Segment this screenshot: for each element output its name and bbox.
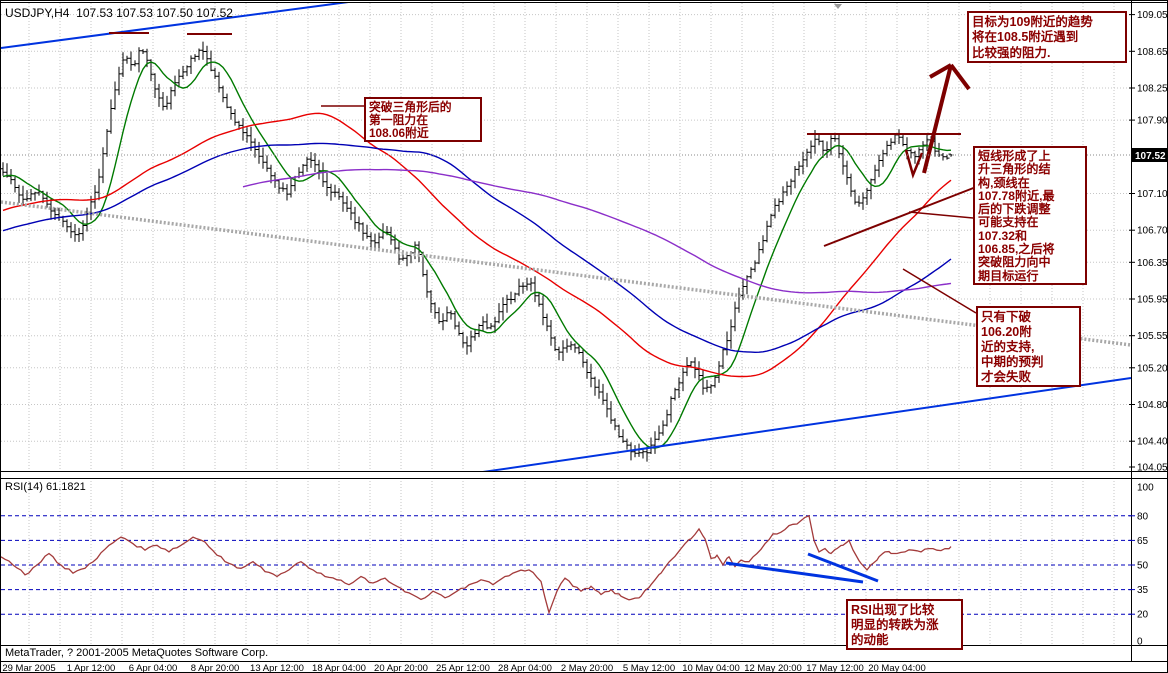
- annotation-line: 比较强的阻力.: [972, 45, 1051, 60]
- svg-text:29 Mar 2005: 29 Mar 2005: [2, 663, 55, 673]
- price-bars: [1, 41, 954, 462]
- annotation-line: 目标为109附近的趋势: [972, 15, 1093, 29]
- svg-text:20 Apr 20:00: 20 Apr 20:00: [374, 663, 428, 673]
- svg-text:12 May 20:00: 12 May 20:00: [744, 663, 802, 673]
- upper-channel-trendline[interactable]: [1, 1, 356, 49]
- ma-mid-red: [2, 112, 952, 378]
- object-anchor-marker-icon: [834, 4, 842, 9]
- check-mark[interactable]: [904, 149, 924, 179]
- annotation-support-10620[interactable]: 只有下破 106.20附 近的支持, 中期的预判 才会失败: [976, 306, 1081, 387]
- svg-text:6 Apr 04:00: 6 Apr 04:00: [129, 663, 178, 673]
- rsi-divergence-line-1[interactable]: [725, 561, 864, 584]
- svg-text:5 May 12:00: 5 May 12:00: [623, 663, 675, 673]
- svg-text:80: 80: [1137, 511, 1149, 522]
- annotation-line: 106.85,之后将: [978, 242, 1055, 257]
- svg-text:108.25: 108.25: [1137, 84, 1168, 95]
- annotation-target-109[interactable]: 目标为109附近的趋势 将在108.5附近遇到 比较强的阻力.: [967, 11, 1127, 63]
- annotation-line: 构,颈线在: [978, 175, 1030, 190]
- rsi-axis-labels: 100 80 65 50 35 20 0: [1129, 483, 1154, 648]
- annotation-line: 明显的转跌为涨: [851, 618, 939, 632]
- svg-text:65: 65: [1137, 536, 1149, 547]
- svg-text:104.05: 104.05: [1137, 463, 1168, 474]
- annotation-line: 近的支持,: [981, 340, 1035, 354]
- annotation-ascending-triangle[interactable]: 短线形成了上 升三角形的结 构,颈线在 107.78附近,最 后的下跌调整 可能支持在 10…: [973, 146, 1087, 285]
- svg-text:0: 0: [1137, 637, 1143, 648]
- time-axis-labels: 29 Mar 2005 1 Apr 12:00 6 Apr 04:00 8 Apr 2…: [2, 663, 926, 673]
- svg-text:109.05: 109.05: [1137, 10, 1168, 21]
- svg-text:104.40: 104.40: [1137, 437, 1168, 448]
- svg-text:107.52: 107.52: [1135, 151, 1166, 162]
- svg-text:28 Apr 04:00: 28 Apr 04:00: [498, 663, 552, 673]
- svg-text:35: 35: [1137, 585, 1149, 596]
- annotation-breakout-resistance[interactable]: 突破三角形后的 第一阻力在 108.06附近: [364, 97, 482, 142]
- svg-text:105.20: 105.20: [1137, 363, 1168, 374]
- svg-text:105.55: 105.55: [1137, 331, 1168, 342]
- rsi-indicator-label: RSI(14) 61.1821: [5, 481, 86, 493]
- annotation-line: RSI出现了比较: [851, 603, 935, 617]
- svg-text:25 Apr 12:00: 25 Apr 12:00: [436, 663, 490, 673]
- annotation-line: 第一阻力在: [369, 113, 428, 127]
- svg-text:20: 20: [1137, 610, 1149, 621]
- grid-lines: [1, 3, 1131, 645]
- svg-text:107.90: 107.90: [1137, 116, 1168, 127]
- rsi-line: [1, 514, 952, 615]
- annotation-line: 升三角形的结: [978, 162, 1051, 177]
- annotation-line: 107.78附近,最: [978, 188, 1055, 203]
- svg-text:106.35: 106.35: [1137, 258, 1168, 269]
- time-axis[interactable]: [1, 661, 1167, 672]
- svg-text:13 Apr 12:00: 13 Apr 12:00: [250, 663, 304, 673]
- svg-text:17 May 12:00: 17 May 12:00: [806, 663, 864, 673]
- svg-text:8 Apr 20:00: 8 Apr 20:00: [191, 663, 240, 673]
- svg-text:20 May 04:00: 20 May 04:00: [868, 663, 926, 673]
- annotation-line: 只有下破: [981, 310, 1032, 324]
- price-axis-labels: 109.05 108.65 108.25 107.90 107.10 106.70 106.…: [1129, 10, 1168, 474]
- annotation-line: 后的下跌调整: [978, 202, 1051, 217]
- annotation-support-10620-leader: [902, 268, 977, 314]
- annotation-line: 突破三角形后的: [369, 100, 452, 114]
- svg-text:108.65: 108.65: [1137, 47, 1168, 58]
- annotation-line: 108.06附近: [369, 126, 429, 140]
- annotation-ascending-triangle-leader: [908, 211, 974, 219]
- annotation-line: 才会失败: [981, 370, 1032, 384]
- annotation-line: 107.32和: [978, 228, 1028, 243]
- svg-text:107.10: 107.10: [1137, 189, 1168, 200]
- annotation-line: 突破阻力向中: [978, 255, 1051, 270]
- annotation-line: 短线形成了上: [978, 149, 1051, 163]
- annotation-line: 期目标运行: [978, 268, 1039, 283]
- rsi-divergence-line-2[interactable]: [807, 552, 879, 583]
- annotation-line: 106.20附: [981, 325, 1032, 339]
- svg-text:2 May 20:00: 2 May 20:00: [561, 663, 613, 673]
- annotation-line: 可能支持在: [978, 215, 1039, 230]
- price-axis[interactable]: [1131, 1, 1167, 661]
- svg-text:10 May 04:00: 10 May 04:00: [682, 663, 740, 673]
- svg-text:104.80: 104.80: [1137, 400, 1168, 411]
- triangle-support-segment[interactable]: [823, 186, 977, 247]
- main-chart-pane[interactable]: [1, 1, 1131, 471]
- svg-text:106.70: 106.70: [1137, 226, 1168, 237]
- copyright-text: MetaTrader, ? 2001-2005 MetaQuotes Softw…: [5, 647, 269, 659]
- svg-text:18 Apr 04:00: 18 Apr 04:00: [312, 663, 366, 673]
- symbol-ohlc-title: USDJPY,H4 107.53 107.53 107.50 107.52: [5, 6, 233, 20]
- ma-long-purple: [242, 168, 952, 294]
- current-price-tag: [1132, 148, 1167, 162]
- annotation-line: 中期的预判: [981, 355, 1044, 369]
- annotation-line: 的动能: [851, 633, 889, 647]
- svg-text:1 Apr 12:00: 1 Apr 12:00: [67, 663, 116, 673]
- annotation-line: 将在108.5附近遇到: [972, 30, 1079, 45]
- ma-fast-green: [2, 61, 952, 449]
- svg-text:100: 100: [1137, 483, 1154, 494]
- svg-text:105.95: 105.95: [1137, 295, 1168, 306]
- ma-slow-blue: [2, 142, 952, 354]
- annotation-rsi-momentum[interactable]: RSI出现了比较 明显的转跌为涨 的动能: [846, 599, 963, 650]
- svg-text:50: 50: [1137, 561, 1149, 572]
- descending-resistance-trendline[interactable]: [1, 200, 1131, 347]
- lower-support-trendline[interactable]: [469, 377, 1131, 474]
